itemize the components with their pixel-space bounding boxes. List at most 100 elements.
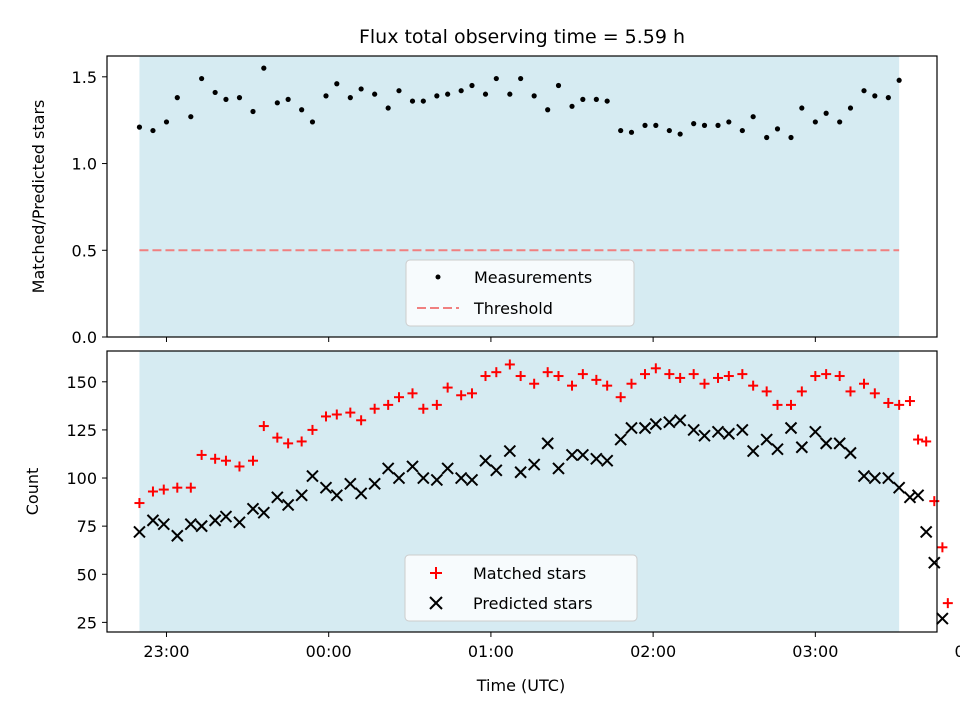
matched-star-point [664, 369, 675, 380]
measurement-point [618, 127, 624, 134]
predicted-star-point [903, 491, 917, 504]
predicted-star-point [330, 489, 344, 502]
predicted-star-point [911, 489, 925, 502]
legend-predicted-label: Predicted stars [473, 594, 593, 613]
matched-star-point [942, 598, 953, 609]
predicted-star-point [892, 481, 906, 494]
measurement-point [212, 89, 218, 96]
matched-star-point [542, 367, 553, 378]
matched-star-point [699, 378, 710, 389]
measurement-point [334, 81, 340, 87]
predicted-star-point [795, 441, 809, 454]
predicted-star-point [171, 529, 184, 542]
matched-star-point [185, 482, 196, 493]
top-axes-frame [106, 55, 938, 338]
predicted-star-point [527, 458, 541, 471]
measurement-point [555, 82, 562, 89]
measurement-point [136, 124, 143, 130]
matched-star-point [491, 367, 502, 378]
legend-matched-marker [430, 567, 442, 579]
matched-star-point [626, 378, 637, 389]
predicted-star-point [441, 462, 454, 475]
chart-title: Flux total observing time = 5.59 h [359, 26, 685, 48]
measurement-point [507, 91, 513, 97]
matched-star-point [407, 388, 418, 399]
measurement-point [309, 119, 316, 125]
matched-star-point [504, 359, 515, 370]
measurement-point [799, 105, 805, 111]
measurement-point [285, 96, 291, 102]
matched-star-point [383, 399, 394, 410]
measurement-point [458, 88, 464, 94]
measurement-point [823, 110, 829, 116]
measurement-point [847, 105, 854, 111]
measurement-point [174, 95, 180, 101]
predicted-star-point [638, 421, 652, 435]
predicted-star-point [514, 466, 527, 479]
matched-star-point [675, 372, 686, 383]
predicted-star-point [319, 481, 333, 494]
matched-star-point [921, 436, 932, 447]
matched-star-point [369, 403, 380, 414]
measurement-point [518, 75, 524, 82]
predicted-star-point [784, 421, 798, 435]
predicted-star-point [208, 514, 222, 527]
top-ytick-label: 0.5 [72, 241, 97, 260]
predicted-star-point [233, 516, 246, 529]
predicted-star-point [736, 423, 749, 437]
legend-measurements-marker [435, 274, 441, 280]
matched-star-point [147, 486, 158, 497]
bot-ytick-label: 125 [66, 421, 97, 440]
measurement-point [482, 91, 489, 97]
measurement-point [715, 122, 721, 128]
matched-star-point [220, 455, 231, 466]
measurement-point [223, 96, 229, 102]
predicted-star-point [184, 518, 198, 531]
xtick-label: 02:00 [630, 642, 676, 661]
measurement-point [872, 93, 878, 99]
matched-star-point [577, 369, 588, 380]
top-ytick-label: 1.0 [72, 155, 97, 174]
predicted-star-point [576, 448, 590, 462]
measurement-point [750, 114, 756, 120]
bot-ytick-label: 100 [66, 469, 97, 488]
predicted-star-point [833, 437, 846, 450]
matched-star-point [393, 392, 404, 403]
matched-star-point [320, 411, 331, 422]
matched-star-point [737, 369, 748, 380]
predicted-star-point [552, 462, 565, 475]
predicted-star-point [146, 514, 160, 527]
measurement-point [653, 122, 659, 128]
predicted-star-point [565, 448, 579, 462]
matched-star-point [834, 371, 845, 382]
measurement-point [236, 95, 243, 101]
xtick-label: 01:00 [468, 642, 514, 661]
matched-star-point [234, 461, 245, 472]
predicted-star-point [454, 471, 468, 485]
matched-star-point [713, 372, 724, 383]
predicted-star-point [354, 487, 368, 500]
matched-star-point [894, 399, 905, 410]
matched-star-point [456, 390, 467, 401]
predicted-star-point [465, 473, 479, 487]
measurement-point [420, 98, 426, 104]
predicted-star-point [430, 473, 444, 487]
predicted-star-point [295, 489, 308, 502]
bot-ytick-label: 25 [77, 613, 97, 632]
top-ytick-label: 0.0 [72, 328, 97, 347]
predicted-star-point [844, 446, 857, 460]
predicted-star-point [673, 414, 687, 427]
measurement-point [274, 100, 280, 106]
predicted-star-point [819, 437, 833, 450]
xtick-label: 04:00 [954, 642, 960, 661]
predicted-star-point [771, 442, 784, 456]
measurement-point [580, 96, 586, 102]
matched-star-point [929, 496, 940, 507]
measurement-point [396, 88, 402, 94]
predicted-star-point [625, 421, 638, 435]
predicted-star-point [406, 460, 419, 473]
matched-star-point [937, 542, 948, 553]
predicted-star-point [195, 519, 208, 533]
matched-star-point [772, 399, 783, 410]
predicted-star-point [809, 425, 822, 439]
